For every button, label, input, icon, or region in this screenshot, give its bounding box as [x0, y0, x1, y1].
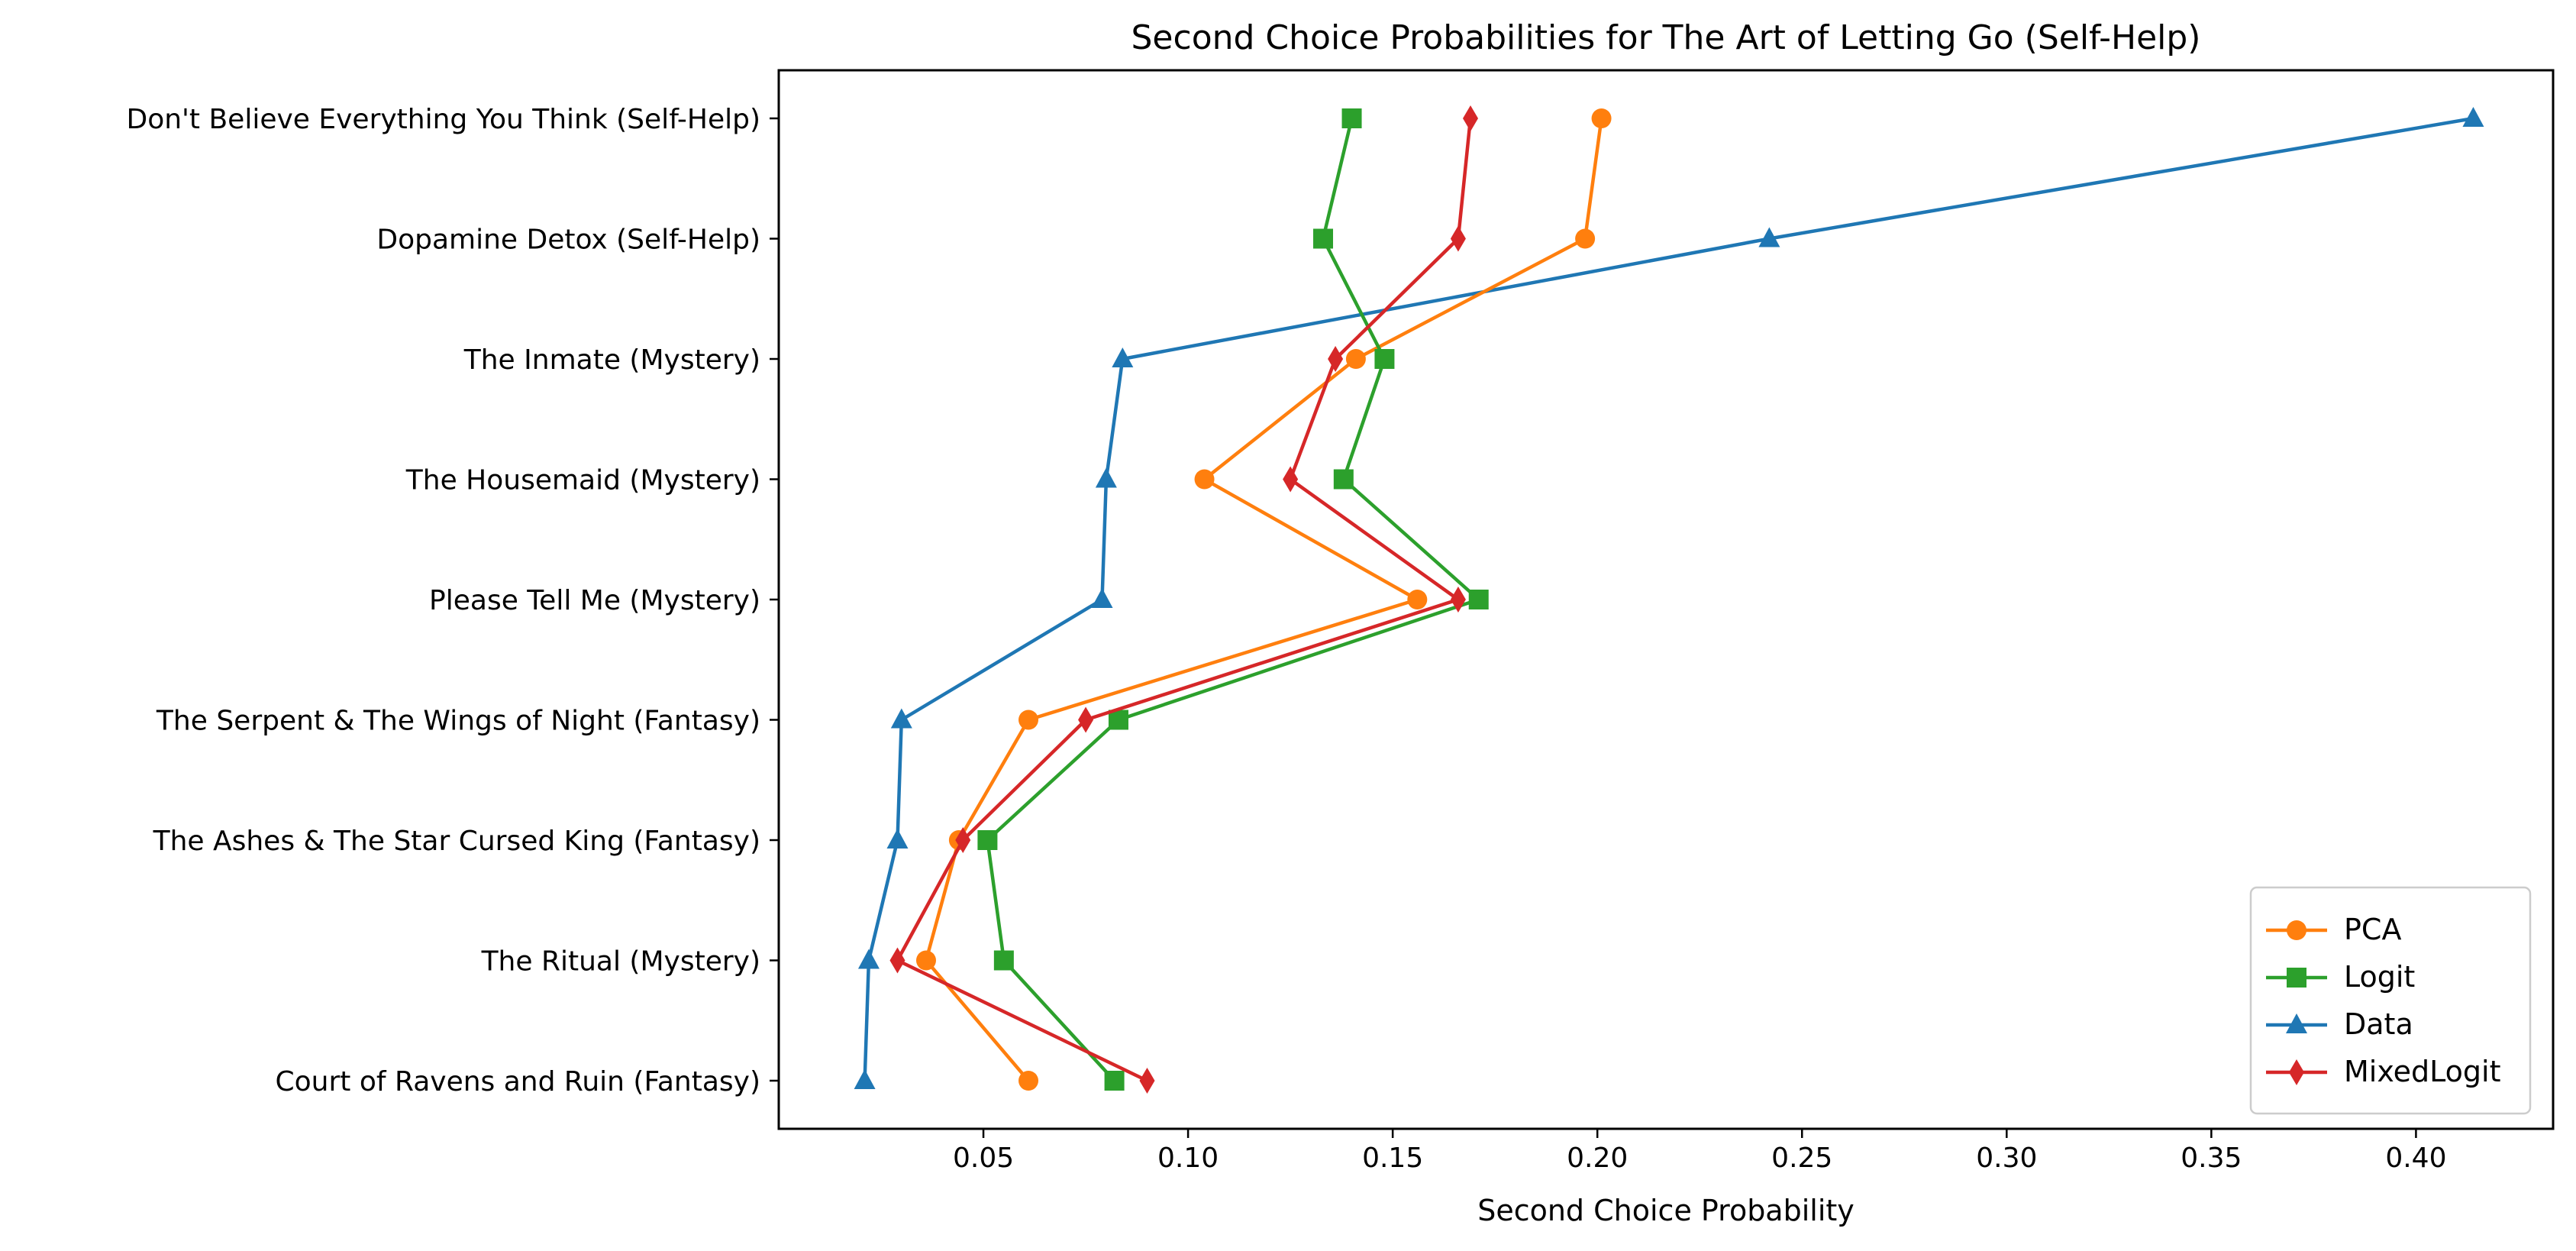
data-point-logit — [1104, 1071, 1125, 1091]
legend-marker-mixedlogit — [2289, 1059, 2304, 1085]
data-point-mixedlogit — [1078, 706, 1094, 733]
x-tick-label: 0.20 — [1567, 1143, 1628, 1174]
x-tick-label: 0.05 — [953, 1143, 1014, 1174]
data-point-pca — [915, 950, 936, 971]
y-tick-label: The Ritual (Mystery) — [481, 946, 760, 978]
data-point-mixedlogit — [1139, 1068, 1155, 1094]
data-point-data — [890, 708, 912, 729]
series-pca — [915, 108, 1612, 1091]
data-point-mixedlogit — [889, 947, 905, 974]
x-tick-label: 0.25 — [1771, 1143, 1832, 1174]
data-point-mixedlogit — [1463, 105, 1479, 131]
data-point-data — [2462, 107, 2484, 127]
x-axis: 0.05 0.10 0.15 0.20 0.25 0.30 0.35 0.40 — [953, 1129, 2446, 1174]
data-point-logit — [993, 950, 1014, 971]
data-point-data — [854, 1069, 876, 1089]
y-axis: Don't Believe Everything You Think (Self… — [126, 104, 779, 1097]
y-tick-label: The Ashes & The Star Cursed King (Fantas… — [153, 826, 760, 857]
data-point-logit — [1333, 469, 1354, 490]
data-point-pca — [1018, 1071, 1039, 1091]
series-logit — [977, 108, 1489, 1091]
data-point-logit — [1374, 349, 1395, 369]
legend-marker-logit — [2287, 968, 2306, 988]
legend-item-pca: PCA — [2266, 913, 2401, 946]
series-layer — [854, 105, 2484, 1094]
legend-marker-data — [2286, 1013, 2307, 1033]
data-point-logit — [1341, 108, 1362, 128]
data-point-pca — [1575, 228, 1596, 249]
x-tick-label: 0.30 — [1976, 1143, 2037, 1174]
data-point-pca — [1591, 108, 1612, 128]
data-point-pca — [1345, 349, 1366, 369]
y-tick-label: Don't Believe Everything You Think (Self… — [126, 104, 760, 135]
data-point-mixedlogit — [1328, 346, 1344, 372]
data-point-logit — [1468, 590, 1489, 609]
data-point-logit — [1108, 710, 1128, 730]
y-tick-label: The Inmate (Mystery) — [463, 344, 760, 376]
data-point-mixedlogit — [1450, 587, 1466, 613]
series-data — [854, 107, 2484, 1089]
data-point-logit — [1313, 228, 1334, 249]
x-axis-label: Second Choice Probability — [1477, 1194, 1855, 1227]
y-tick-label: The Serpent & The Wings of Night (Fantas… — [156, 706, 760, 737]
y-tick-label: The Housemaid (Mystery) — [405, 465, 760, 496]
legend-item-mixedlogit: MixedLogit — [2266, 1055, 2501, 1088]
x-tick-label: 0.10 — [1157, 1143, 1219, 1174]
data-point-data — [1112, 348, 1134, 367]
data-point-pca — [1407, 590, 1428, 609]
y-tick-label: Please Tell Me (Mystery) — [429, 585, 760, 616]
x-tick-label: 0.35 — [2181, 1143, 2242, 1174]
legend-label: MixedLogit — [2344, 1055, 2501, 1088]
legend-item-logit: Logit — [2266, 960, 2415, 994]
data-point-data — [857, 949, 880, 969]
data-point-pca — [1018, 710, 1039, 730]
y-tick-label: Dopamine Detox (Self-Help) — [376, 225, 760, 256]
data-point-mixedlogit — [1450, 225, 1466, 252]
legend-label: PCA — [2344, 913, 2401, 946]
data-point-data — [1091, 588, 1113, 608]
legend-marker-pca — [2287, 920, 2306, 940]
x-tick-label: 0.40 — [2385, 1143, 2446, 1174]
data-point-logit — [977, 830, 998, 850]
y-tick-label: Court of Ravens and Ruin (Fantasy) — [276, 1066, 760, 1097]
data-point-data — [1095, 467, 1117, 488]
legend-item-data: Data — [2266, 1007, 2413, 1041]
data-point-data — [886, 829, 909, 849]
legend-box — [2249, 886, 2532, 1115]
chart-title: Second Choice Probabilities for The Art … — [1131, 18, 2201, 57]
data-point-mixedlogit — [955, 827, 971, 853]
x-tick-label: 0.15 — [1362, 1143, 1423, 1174]
series-mixedlogit — [889, 105, 1479, 1094]
legend-label: Logit — [2344, 960, 2415, 994]
legend: PCA Logit Data MixedLogit — [2249, 886, 2532, 1115]
data-point-pca — [1194, 469, 1215, 490]
data-point-mixedlogit — [1283, 466, 1299, 493]
legend-label: Data — [2344, 1007, 2413, 1041]
data-point-data — [1758, 227, 1780, 247]
